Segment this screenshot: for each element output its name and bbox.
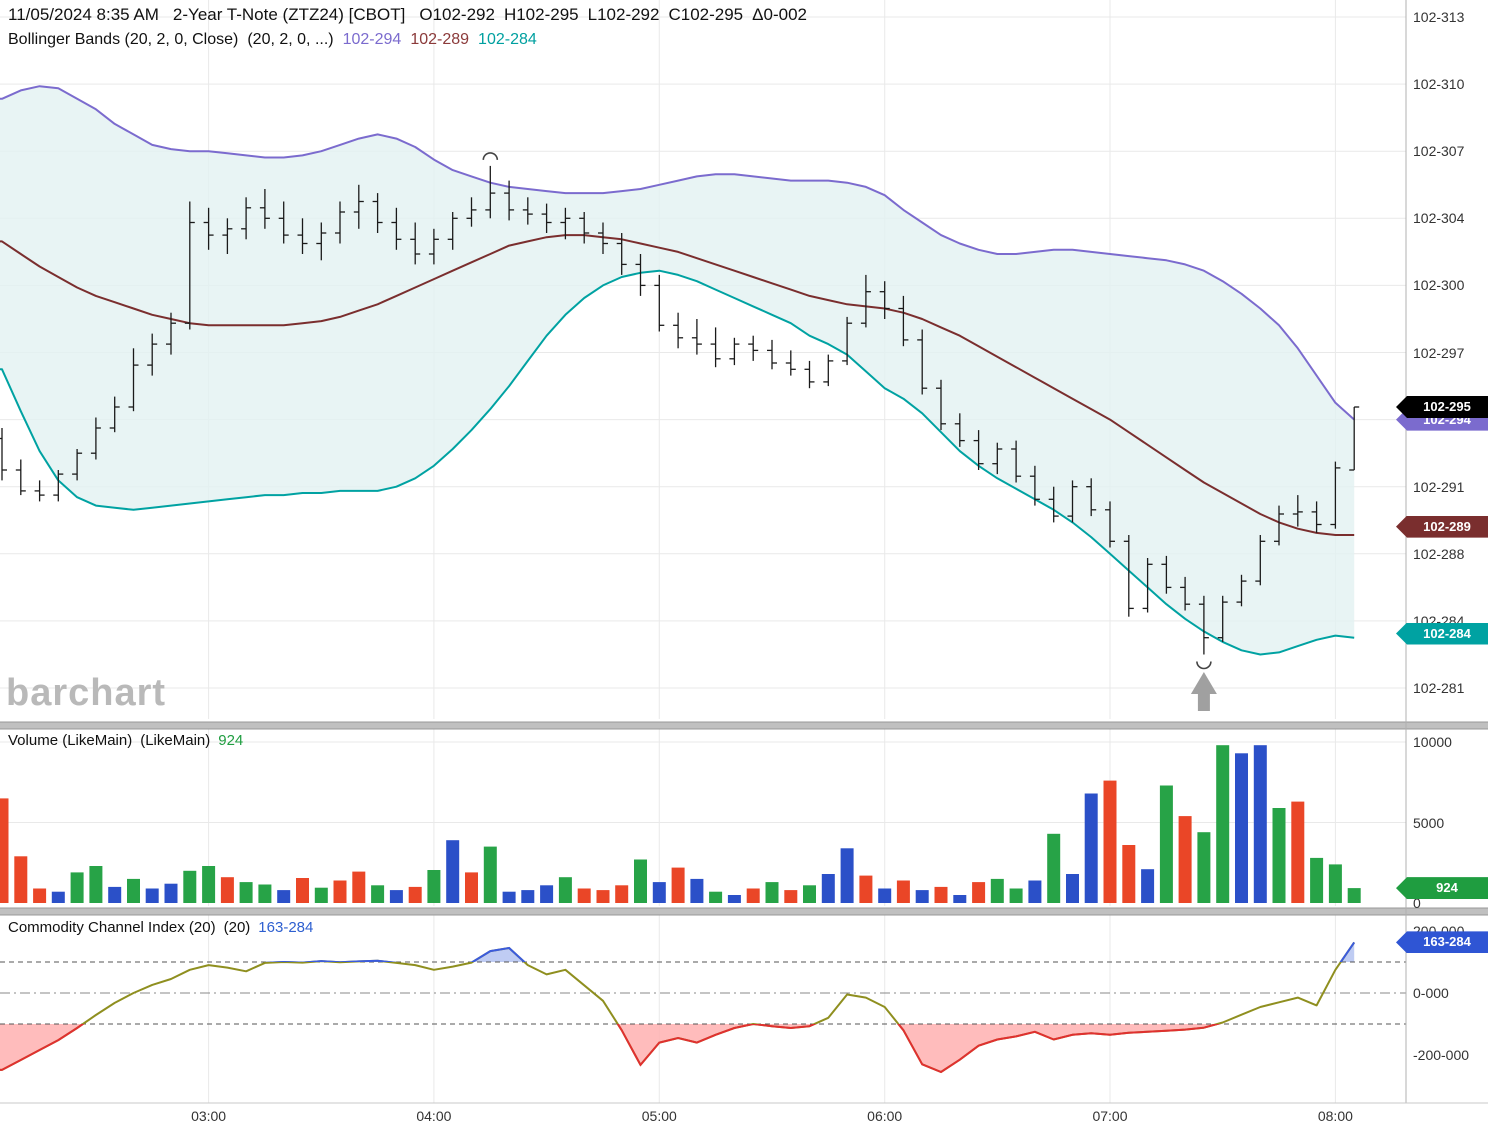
price-axis-label: 102-300 <box>1413 277 1465 294</box>
indicator-header: Bollinger Bands (20, 2, 0, Close) (20, 2,… <box>8 31 537 49</box>
price-axis-label: 102-310 <box>1413 76 1465 93</box>
bollinger-middle-value: 102-289 <box>410 31 470 48</box>
cci-title-text: Commodity Channel Index (20) <box>8 919 216 936</box>
quote-change: Δ0-002 <box>752 5 807 24</box>
price-axis-label: 102-291 <box>1413 478 1465 495</box>
bollinger-lower-value: 102-284 <box>478 31 537 48</box>
cci-panel-title: Commodity Channel Index (20) (20) 163-284 <box>8 919 313 936</box>
cci-axis-label: 0-000 <box>1413 985 1449 1001</box>
volume-panel-title: Volume (LikeMain) (LikeMain) 924 <box>8 732 243 749</box>
price-axis-label: 102-297 <box>1413 344 1465 361</box>
last-price-badge: 102-295 <box>1396 396 1488 418</box>
bb-middle-badge: 102-289 <box>1396 515 1488 538</box>
volume-badge: 924 <box>1396 877 1488 900</box>
price-axis-label: 102-281 <box>1413 680 1465 696</box>
bollinger-upper-value: 102-294 <box>342 31 402 48</box>
time-axis-label: 04:00 <box>416 1108 452 1124</box>
quote-open: O102-292 <box>419 5 495 24</box>
quote-close: C102-295 <box>668 5 744 24</box>
volume-params-text: (LikeMain) <box>140 732 211 749</box>
volume-axis-label: 5000 <box>1413 814 1445 831</box>
cci-axis-label: -200-000 <box>1413 1047 1470 1063</box>
cci-value-text: 163-284 <box>258 919 314 936</box>
cci-params-text: (20) <box>223 919 251 936</box>
time-axis-label: 07:00 <box>1092 1108 1128 1124</box>
bb-lower-badge: 102-284 <box>1396 622 1488 645</box>
quote-low: L102-292 <box>587 5 660 24</box>
price-axis-label: 102-313 <box>1413 9 1465 25</box>
time-axis-label: 03:00 <box>191 1108 227 1124</box>
cci-badge: 163-284 <box>1396 931 1488 954</box>
quote-symbol: 2-Year T-Note (ZTZ24) [CBOT] <box>172 5 406 24</box>
price-axis-label: 102-304 <box>1413 210 1465 227</box>
bollinger-params: (20, 2, 0, ...) <box>247 31 334 48</box>
volume-title-text: Volume (LikeMain) <box>8 732 133 749</box>
price-axis-label: 102-288 <box>1413 545 1465 562</box>
volume-value-text: 924 <box>218 732 244 749</box>
time-axis-label: 06:00 <box>867 1108 903 1124</box>
quote-datetime: 11/05/2024 8:35 AM <box>8 5 159 24</box>
volume-axis-label: 10000 <box>1413 734 1452 750</box>
time-axis-label: 08:00 <box>1317 1108 1353 1124</box>
bollinger-label: Bollinger Bands (20, 2, 0, Close) <box>8 31 239 48</box>
price-axis-label: 102-307 <box>1413 143 1465 160</box>
time-axis-label: 05:00 <box>641 1108 677 1124</box>
quote-high: H102-295 <box>503 5 579 24</box>
barchart-watermark: barchart <box>6 672 167 714</box>
volume-axis-label: 0 <box>1413 895 1421 911</box>
quote-header: 11/05/2024 8:35 AM 2-Year T-Note (ZTZ24) … <box>8 5 807 25</box>
